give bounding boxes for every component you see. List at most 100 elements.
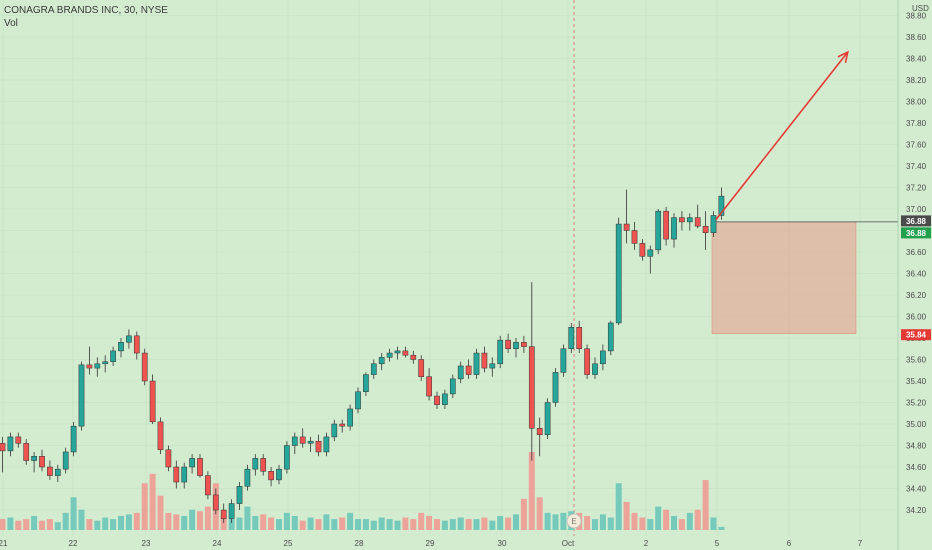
candle-body — [378, 357, 385, 365]
time-tick-label: 24 — [213, 539, 222, 548]
candle-body — [94, 363, 101, 369]
candle — [173, 460, 180, 489]
candle — [355, 387, 361, 414]
candle-body — [39, 456, 45, 468]
volume-bar — [560, 512, 567, 530]
volume-bar — [465, 519, 472, 530]
price-axis[interactable]: USD 34.20 34.40 34.60 34.80 35.00 35.20 35.40 3… — [906, 4, 929, 515]
candle-body — [347, 408, 353, 427]
volume-bar — [165, 512, 172, 530]
candle-body — [489, 363, 496, 369]
candle-body — [70, 425, 77, 453]
candle-body — [212, 494, 219, 511]
price-tick-label: 35.00 — [906, 420, 927, 429]
price-tick-label: 35.60 — [906, 356, 927, 365]
candle — [157, 417, 164, 455]
candle — [70, 421, 77, 457]
candle — [228, 499, 235, 523]
candle — [31, 451, 37, 473]
volume-bar — [710, 517, 717, 530]
candle — [212, 488, 219, 515]
candle-body — [449, 378, 456, 395]
volume-bar — [402, 517, 409, 530]
candle-body — [31, 456, 37, 461]
candle-body — [252, 458, 259, 470]
time-tick-label: 23 — [142, 539, 151, 548]
volume-bar — [647, 519, 654, 530]
volume-bar — [339, 517, 346, 530]
volume-bar — [149, 473, 156, 530]
price-tick-label: 36.20 — [906, 291, 927, 300]
candle-body — [307, 440, 314, 444]
target-zone-box[interactable] — [711, 221, 857, 334]
candle — [386, 348, 393, 362]
candle — [315, 434, 322, 457]
candle — [268, 467, 274, 487]
price-tick-label: 34.20 — [906, 506, 927, 515]
volume-bar — [157, 495, 164, 530]
volume-bar — [623, 501, 630, 530]
candle-body — [126, 335, 132, 343]
candle-body — [228, 503, 235, 519]
volume-bar — [702, 480, 709, 530]
candle — [560, 344, 567, 377]
candle — [623, 189, 630, 244]
trend-arrow-annotation[interactable] — [715, 50, 849, 221]
price-tick-label: 37.00 — [906, 205, 927, 214]
price-tick-label: 38.20 — [906, 76, 927, 85]
price-tick-label: 38.00 — [906, 98, 927, 107]
volume-bar — [615, 483, 622, 530]
volume-bar — [552, 514, 559, 530]
candle — [252, 454, 259, 476]
candle-body — [702, 225, 709, 233]
volume-bar — [54, 522, 61, 530]
price-tick-label: 34.60 — [906, 463, 927, 472]
candle-body — [355, 391, 361, 410]
candle — [149, 374, 156, 424]
candle — [205, 471, 211, 500]
volume-bar — [228, 519, 235, 530]
volume-bar — [441, 520, 448, 530]
time-axis[interactable]: 21 22 23 24 25 28 29 30 Oct 2 5 6 7 — [0, 539, 863, 548]
candle — [276, 464, 282, 485]
earnings-marker[interactable]: E — [566, 513, 582, 529]
candle-body — [370, 363, 377, 375]
candle-body — [442, 393, 448, 405]
candle-body — [615, 223, 622, 324]
candle-body — [363, 374, 369, 392]
candle — [663, 206, 669, 246]
candle — [339, 419, 346, 433]
volume-bar — [655, 506, 662, 530]
candle-body — [54, 468, 61, 476]
volume-bar — [362, 519, 369, 530]
candle — [568, 322, 575, 354]
price-tags: 36.88 36.88 35.84 — [901, 215, 931, 341]
candle — [220, 503, 227, 523]
candle — [15, 432, 22, 448]
volume-bar — [481, 517, 488, 530]
candle — [457, 361, 464, 384]
volume-bar — [536, 497, 543, 530]
candle — [244, 464, 251, 491]
candle — [702, 211, 709, 250]
volume-bar — [291, 515, 298, 530]
candle — [497, 335, 504, 369]
candle — [544, 398, 551, 440]
candle — [679, 211, 685, 231]
candle — [189, 454, 195, 474]
candle-body — [181, 466, 188, 483]
trend-arrow-line — [715, 51, 849, 221]
candle-body — [710, 215, 717, 233]
candle — [489, 357, 496, 377]
candle — [426, 368, 432, 401]
volume-bar — [599, 514, 606, 530]
candle — [0, 436, 6, 473]
price-tick-label: 35.20 — [906, 399, 927, 408]
candle — [449, 374, 456, 399]
candle — [718, 187, 725, 220]
candle — [402, 346, 409, 358]
price-tick-label: 36.00 — [906, 313, 927, 322]
volume-bar — [7, 517, 14, 530]
volume-bar — [671, 515, 677, 530]
